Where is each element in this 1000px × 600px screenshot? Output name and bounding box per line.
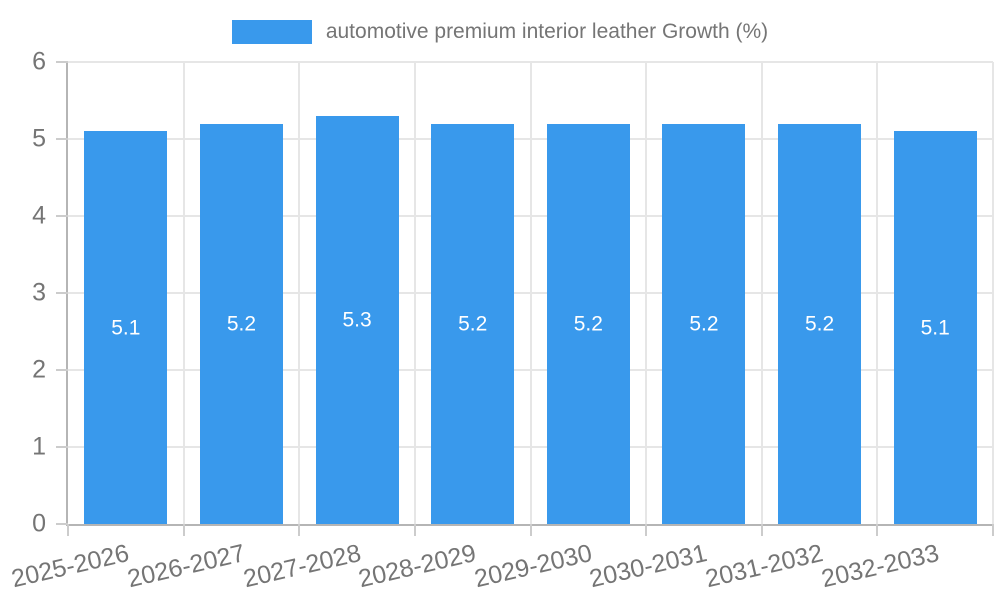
y-axis-tick — [56, 138, 68, 140]
bar — [84, 131, 168, 524]
x-axis-tick — [876, 524, 879, 536]
y-axis-tick — [56, 215, 68, 217]
legend: automotive premium interior leather Grow… — [0, 20, 1000, 44]
x-axis-tick — [298, 524, 301, 536]
bar-value-label: 5.2 — [689, 312, 719, 336]
y-tick-label: 6 — [32, 47, 46, 76]
legend-label: automotive premium interior leather Grow… — [325, 20, 769, 43]
v-gridline — [760, 62, 763, 524]
y-tick-label: 4 — [32, 201, 46, 230]
bar-value-label: 5.2 — [458, 312, 488, 336]
x-tick-label: 2027-2028 — [240, 539, 364, 594]
bar — [546, 123, 630, 524]
x-tick-label: 2032-2033 — [818, 539, 942, 594]
legend-swatch — [231, 20, 312, 44]
v-gridline — [645, 62, 648, 524]
bar — [662, 123, 746, 524]
x-tick-label: 2025-2026 — [9, 539, 132, 594]
x-axis-tick — [645, 524, 648, 536]
y-tick-label: 2 — [32, 355, 46, 384]
y-axis-tick — [56, 61, 68, 63]
bar-value-label: 5.1 — [111, 316, 141, 340]
y-axis-tick — [56, 446, 68, 448]
x-tick-label: 2029-2030 — [471, 539, 595, 594]
bar-value-label: 5.2 — [804, 312, 835, 336]
v-gridline — [182, 62, 185, 524]
bar — [199, 123, 283, 524]
v-gridline — [876, 62, 879, 524]
x-tick-label: 2031-2032 — [702, 539, 826, 594]
bar — [778, 123, 862, 524]
x-axis-tick — [413, 524, 416, 536]
x-tick-label: 2030-2031 — [587, 539, 711, 594]
plot-area: 0 1 2 3 4 5 6 5.1 2025-2026 5.2 2026-2027 5.3 2027-2… — [9, 49, 994, 593]
y-axis-tick — [56, 369, 68, 371]
v-gridline — [992, 62, 994, 524]
x-axis-tick — [67, 524, 69, 536]
x-axis-tick — [529, 524, 532, 536]
bar — [893, 131, 977, 524]
bar-value-label: 5.3 — [342, 308, 372, 332]
bar-value-label: 5.2 — [226, 312, 257, 336]
bar-value-label: 5.1 — [920, 316, 950, 340]
y-tick-label: 0 — [32, 509, 46, 538]
y-tick-label: 5 — [32, 124, 46, 153]
v-gridline — [413, 62, 416, 524]
y-axis-tick — [56, 292, 68, 294]
x-axis-tick — [992, 524, 994, 536]
v-gridline — [298, 62, 301, 524]
y-tick-label: 1 — [32, 432, 46, 461]
bar — [431, 123, 515, 524]
x-tick-label: 2026-2027 — [124, 539, 248, 594]
bar-value-label: 5.2 — [573, 312, 603, 336]
x-tick-label: 2028-2029 — [355, 539, 479, 594]
y-axis-tick — [56, 523, 68, 525]
bar — [315, 115, 399, 524]
x-axis-tick — [182, 524, 185, 536]
y-tick-label: 3 — [32, 278, 46, 307]
v-gridline — [529, 62, 532, 524]
x-axis-tick — [760, 524, 763, 536]
